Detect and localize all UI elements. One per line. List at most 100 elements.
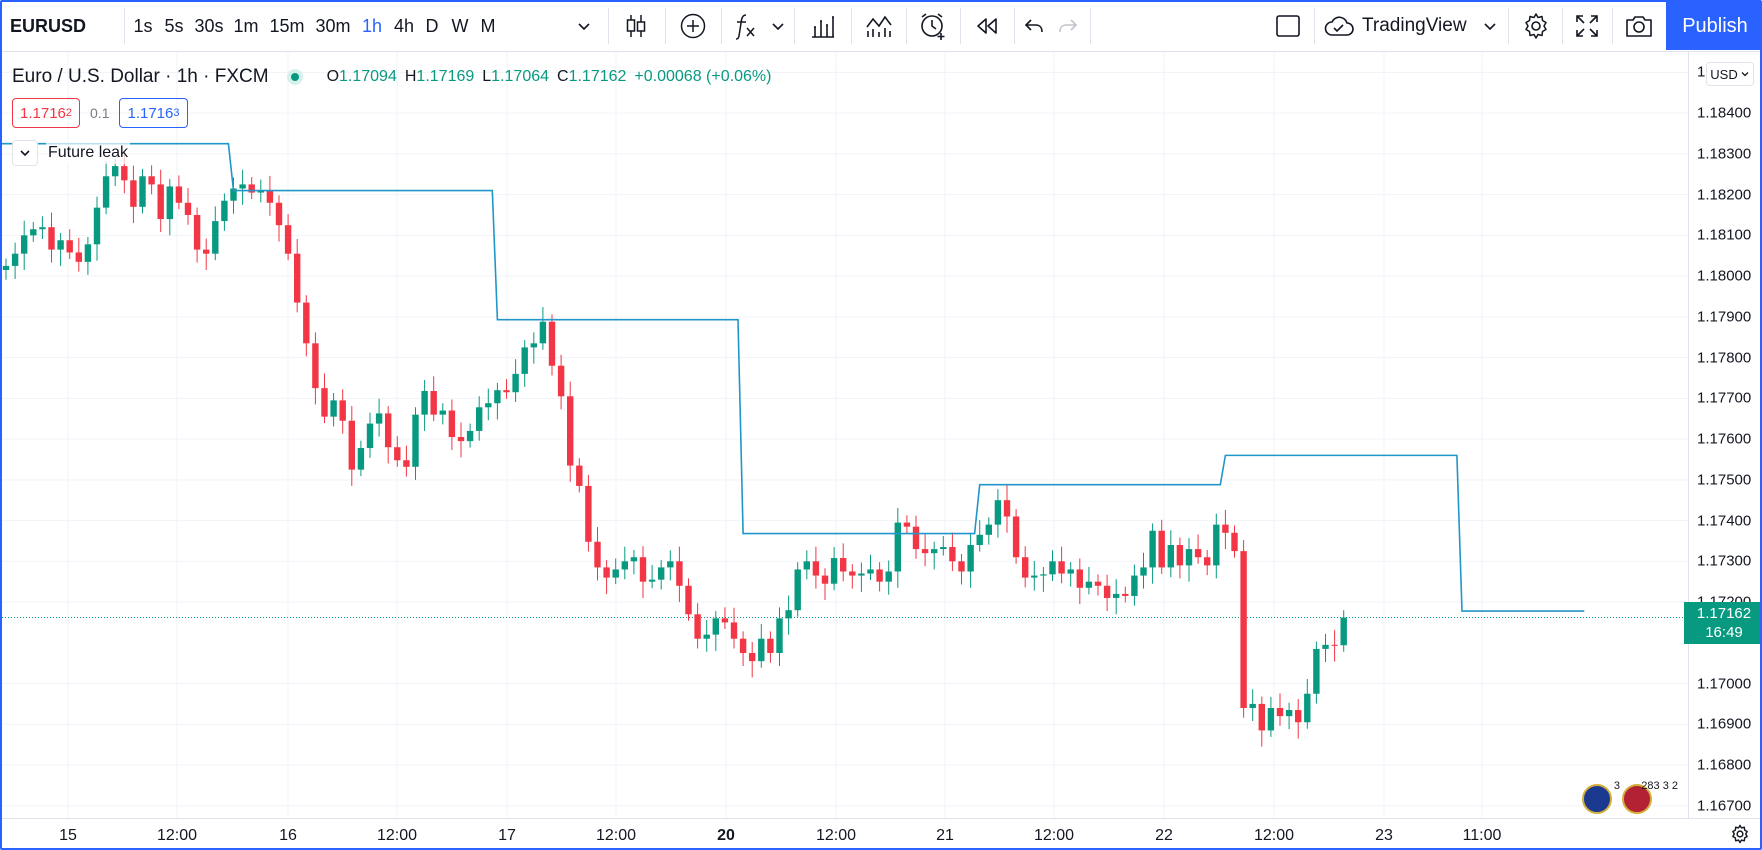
expand-arrows-icon[interactable] (1566, 2, 1608, 50)
time-tick-label: 16 (279, 827, 297, 844)
current-price-label: 1.17162 16:49 (1684, 601, 1760, 644)
candle-body (193, 214, 201, 250)
candle-body (93, 207, 101, 245)
candle-body (321, 388, 328, 417)
currency-selector[interactable]: USD (1706, 62, 1754, 86)
candle-body (1158, 530, 1165, 568)
study-collapse-chevron-icon[interactable] (12, 140, 38, 166)
candle-body (239, 184, 246, 189)
interval-dropdown-chevron-icon[interactable] (572, 2, 596, 50)
candles-chart-type-icon[interactable] (616, 2, 656, 50)
candle-body (1204, 557, 1211, 566)
interval-1h[interactable]: 1h (361, 15, 383, 36)
candle-body (121, 166, 128, 181)
interval-1s[interactable]: 1s (133, 15, 153, 36)
candle-body (1149, 530, 1156, 568)
legend-title[interactable]: Euro / U.S. Dollar · 1h · FXCM (12, 66, 269, 87)
interval-d[interactable]: D (425, 15, 439, 36)
candle-body (257, 190, 264, 193)
candle-body (348, 420, 355, 470)
candle-body (303, 302, 310, 344)
price-tick-label: 1.17600 (1697, 430, 1752, 448)
candle-body (1213, 524, 1220, 566)
interval-15m[interactable]: 15m (269, 15, 305, 36)
price-chart[interactable] (2, 52, 1688, 818)
candle-body (66, 240, 73, 253)
candle-body (1194, 549, 1202, 558)
compare-bars-icon[interactable] (800, 2, 846, 50)
sell-price-button[interactable]: 1.1716 2 (12, 98, 81, 128)
candle-body (366, 423, 374, 449)
time-axis[interactable]: 15 12:00 16 12:00 17 12:00 20 12:00 21 12:00 22 12:… (2, 818, 1760, 848)
time-tick-label: 12:00 (376, 827, 418, 844)
interval-30m[interactable]: 30m (315, 15, 351, 36)
candle-body (976, 534, 983, 546)
economic-events-flag-icon[interactable]: 283 3 2 (1622, 780, 1678, 814)
candle-body (430, 390, 437, 415)
candle-body (21, 235, 28, 254)
candle-body (357, 448, 365, 470)
candle-body (767, 638, 774, 653)
interval-w[interactable]: W (451, 15, 469, 36)
sell-price-pip: 2 (65, 107, 73, 119)
candle-body (421, 390, 428, 415)
candle-body (330, 400, 337, 417)
candle-body (885, 571, 892, 582)
publish-button[interactable]: Publish (1666, 2, 1760, 50)
fullscreen-square-icon[interactable] (1268, 2, 1308, 50)
candle-body (130, 180, 137, 207)
buy-price-button[interactable]: 1.1716 3 (119, 98, 188, 128)
price-tick-label: 1.17000 (1697, 675, 1752, 693)
candle-body (1085, 581, 1093, 588)
time-tick-label: 11:00 (1462, 827, 1502, 844)
candle-body (1040, 574, 1047, 576)
price-tick-label: 1.18300 (1697, 145, 1752, 163)
study-name[interactable]: Future leak (46, 142, 131, 164)
interval-m[interactable]: M (480, 15, 496, 36)
price-tick-label: 1.16900 (1697, 715, 1752, 733)
interval-30s[interactable]: 30s (194, 15, 224, 36)
candle-body (667, 561, 674, 568)
interval-1m[interactable]: 1m (233, 15, 259, 36)
price-tick-label: 1.18100 (1697, 226, 1752, 244)
interval-5s[interactable]: 5s (164, 15, 184, 36)
price-tick-label: 1.17900 (1697, 308, 1752, 326)
alert-clock-icon[interactable] (910, 2, 956, 50)
layout-menu-button[interactable]: TradingView (1320, 2, 1508, 50)
symbol-search-button[interactable]: EURUSD (10, 15, 87, 36)
indicators-dropdown-chevron-icon[interactable] (766, 2, 790, 50)
candle-body (648, 579, 656, 582)
fx-icon[interactable] (726, 2, 764, 50)
price-tick-label: 1.16700 (1697, 797, 1752, 815)
replay-rewind-icon[interactable] (964, 2, 1010, 50)
interval-4h[interactable]: 4h (393, 15, 415, 36)
candle-body (1122, 593, 1129, 596)
undo-icon[interactable] (1018, 2, 1050, 50)
bar-countdown: 16:49 (1705, 623, 1743, 641)
price-axis[interactable]: 1.185001.184001.183001.182001.181001.180… (1688, 52, 1760, 818)
redo-icon[interactable] (1052, 2, 1084, 50)
candles-series (2, 155, 1347, 747)
dividends-event-icon[interactable]: 3 (1582, 780, 1620, 814)
candle-body (48, 227, 55, 250)
settings-gear-icon[interactable] (1514, 2, 1558, 50)
axis-settings-gear-icon[interactable] (1730, 824, 1750, 848)
study-legend: Future leak (12, 138, 131, 168)
templates-chart-icon[interactable] (856, 2, 902, 50)
candle-body (858, 573, 865, 576)
add-indicator-plus-icon[interactable] (670, 2, 716, 50)
candle-body (721, 618, 729, 623)
candle-body (1031, 575, 1038, 578)
price-tick-label: 1.17800 (1697, 349, 1752, 367)
events-badges: 3 283 3 2 (1582, 780, 1678, 814)
candle-body (1176, 545, 1184, 566)
current-price-value: 1.17162 (1696, 604, 1752, 622)
candle-body (912, 526, 920, 550)
toolbar-divider (721, 8, 722, 44)
candle-body (2, 265, 10, 270)
candle-body (339, 400, 346, 421)
snapshot-camera-icon[interactable] (1616, 2, 1662, 50)
candle-body (1331, 644, 1338, 646)
candle-body (11, 253, 19, 266)
